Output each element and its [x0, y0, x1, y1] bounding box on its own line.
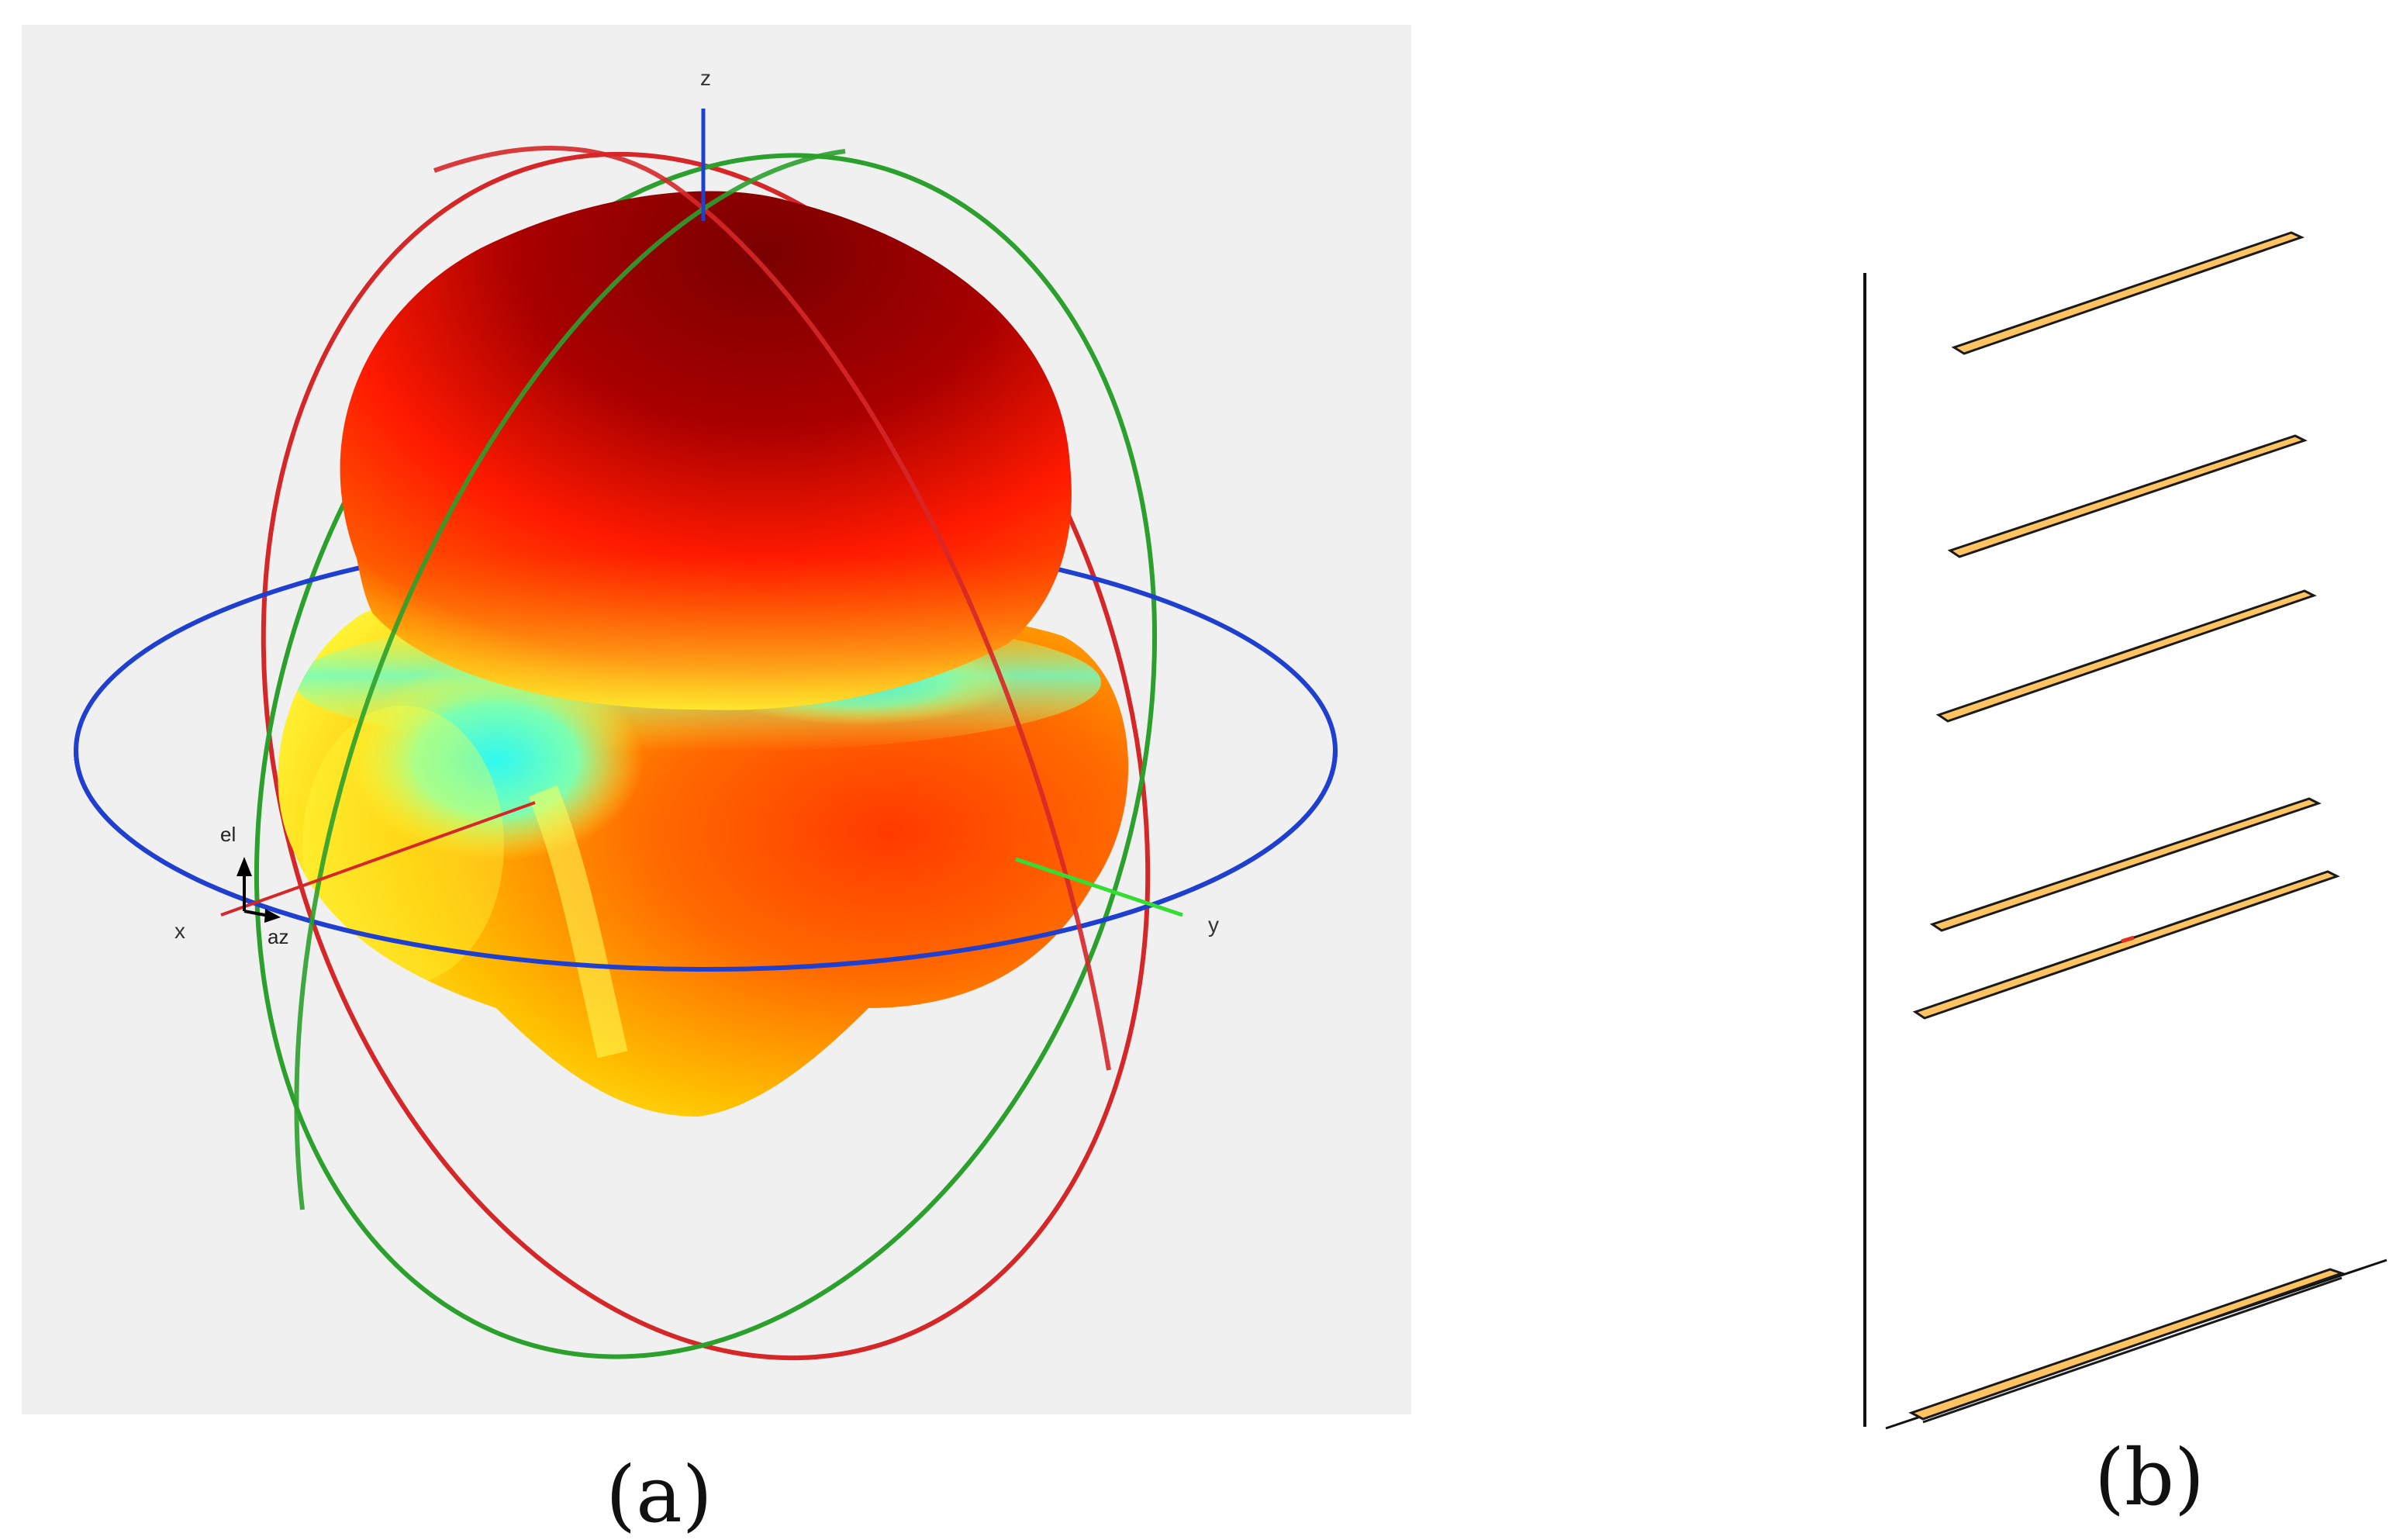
panel-a-caption: (a) — [606, 1449, 713, 1540]
meridian-circle-green — [254, 153, 1158, 1359]
dipole-element-5-driven — [1912, 870, 2340, 1020]
dipole-element-1 — [1951, 231, 2305, 355]
z-axis-label: z — [700, 66, 711, 90]
orientation-triad: el az — [220, 823, 288, 948]
x-axis-label: x — [174, 919, 185, 943]
elevation-circle-front — [433, 146, 1111, 1071]
panel-b-caption: (b) — [2094, 1432, 2204, 1523]
x-axis-line — [220, 801, 536, 917]
el-label: el — [220, 823, 236, 846]
el-arrow-icon — [236, 857, 252, 876]
dipole-element-3 — [1935, 589, 2317, 723]
y-axis-line — [1015, 857, 1183, 917]
elevation-circle-red — [261, 151, 1151, 1361]
dipole-element-2 — [1947, 434, 2308, 558]
az-label: az — [268, 925, 288, 948]
radiation-pattern-upper-lobe — [340, 191, 1072, 710]
reflector-element — [1908, 1268, 2346, 1424]
panel-b: (b) — [1863, 231, 2387, 1523]
feed-point-marker — [2121, 935, 2135, 944]
y-axis-label: y — [1208, 913, 1219, 937]
panel-a: z x y el az (a) — [22, 25, 1411, 1540]
azimuth-circle-front — [74, 750, 1338, 972]
dipole-element-4 — [1929, 797, 2322, 932]
az-arrow-icon — [264, 909, 281, 923]
meridian-circle-front — [294, 149, 846, 1210]
